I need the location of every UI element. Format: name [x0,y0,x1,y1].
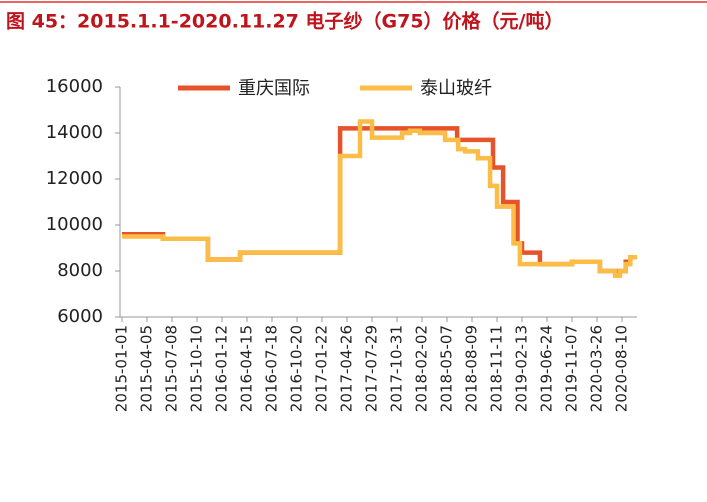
x-tick-label: 2017-01-22 [313,325,331,412]
x-tick-label: 2019-06-24 [538,325,556,412]
x-tick-label: 2015-04-05 [138,325,156,412]
line [122,119,637,278]
x-tick-label: 2018-08-09 [463,325,481,412]
chart-title: 图 45：2015.1.1-2020.11.27 电子纱（G75）价格（元/吨） [6,10,564,33]
x-tick-label: 2017-07-29 [363,325,381,412]
y-tick-label: 14000 [46,122,103,143]
legend-label: 泰山玻纤 [420,78,492,99]
y-tick-label: 8000 [57,260,103,281]
x-tick-label: 2015-01-01 [113,325,131,412]
x-tick-label: 2016-01-12 [213,325,231,412]
x-tick-label: 2020-03-26 [588,325,606,412]
x-tick-label: 2016-04-15 [238,325,256,412]
x-tick-label: 2017-10-31 [388,325,406,412]
line [122,126,637,274]
y-tick-label: 6000 [57,306,103,327]
x-tick-label: 2018-11-11 [488,325,506,412]
x-tick-label: 2018-02-02 [413,325,431,412]
x-tick-label: 2020-08-10 [613,325,631,412]
x-tick-label: 2018-05-07 [438,325,456,412]
y-tick-label: 16000 [46,76,103,97]
x-tick-label: 2016-10-20 [288,325,306,412]
x-tick-label: 2019-02-13 [513,325,531,412]
x-tick-label: 2019-11-07 [563,325,581,412]
y-tick-label: 10000 [46,214,103,235]
x-tick-label: 2015-10-10 [188,325,206,412]
y-tick-label: 12000 [46,168,103,189]
legend-label: 重庆国际 [238,78,310,99]
x-tick-label: 2016-07-18 [263,325,281,412]
x-tick-label: 2015-07-08 [163,325,181,412]
x-tick-label: 2017-04-26 [338,325,356,412]
